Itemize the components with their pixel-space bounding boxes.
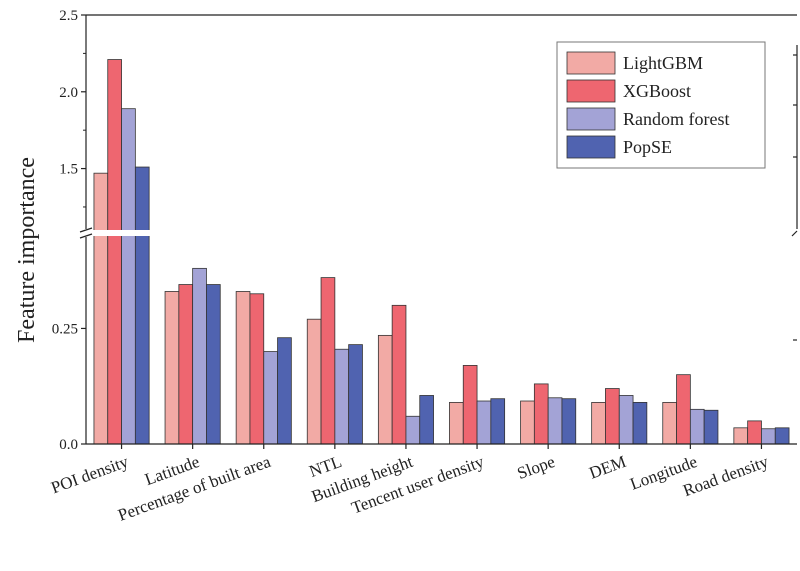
y-tick-label: 2.5 bbox=[59, 8, 78, 24]
bar-percentage-of-built-area-random-forest bbox=[263, 351, 278, 445]
bar-road-density-lightgbm bbox=[733, 427, 749, 445]
bar-dem-random-forest bbox=[618, 395, 634, 445]
bar-road-density-xgboost bbox=[747, 420, 762, 445]
y-tick-label: 2.0 bbox=[59, 85, 78, 101]
bar-poi-density-lightgbm bbox=[93, 172, 109, 445]
bar-slope-random-forest bbox=[547, 397, 563, 445]
bar-tencent-user-density-lightgbm bbox=[449, 401, 464, 445]
bar-longitude-random-forest bbox=[689, 408, 705, 445]
bar-longitude-popse bbox=[703, 409, 719, 445]
x-tick-label: Slope bbox=[515, 452, 558, 483]
bar-latitude-lightgbm bbox=[164, 291, 180, 445]
bar-tencent-user-density-popse bbox=[490, 398, 506, 445]
bar-building-height-lightgbm bbox=[377, 334, 393, 445]
legend-label: XGBoost bbox=[623, 81, 691, 101]
bar-road-density-popse bbox=[774, 427, 790, 445]
bar-latitude-random-forest bbox=[192, 267, 207, 445]
axis-break-mark bbox=[79, 233, 93, 239]
axis-break-gap bbox=[80, 230, 200, 236]
bar-ntl-random-forest bbox=[334, 348, 350, 445]
axis-break-mark bbox=[791, 230, 798, 237]
bar-percentage-of-built-area-lightgbm bbox=[235, 291, 251, 445]
bar-building-height-popse bbox=[419, 395, 434, 445]
bar-longitude-lightgbm bbox=[662, 401, 677, 445]
y-tick-label: 0.25 bbox=[52, 321, 78, 337]
y-axis-label: Feature importance bbox=[14, 157, 40, 343]
y-tick-label: 0.0 bbox=[59, 437, 78, 453]
bar-latitude-xgboost bbox=[178, 284, 194, 445]
bar-percentage-of-built-area-popse bbox=[277, 337, 292, 445]
bar-poi-density-random-forest bbox=[121, 108, 136, 445]
bar-road-density-random-forest bbox=[761, 428, 776, 445]
legend-swatch bbox=[566, 51, 616, 75]
legend-label: Random forest bbox=[623, 109, 729, 129]
bar-poi-density-xgboost bbox=[107, 59, 122, 445]
bar-slope-popse bbox=[561, 398, 577, 445]
bar-tencent-user-density-random-forest bbox=[476, 400, 492, 445]
x-tick-label: DEM bbox=[587, 452, 629, 483]
bar-ntl-lightgbm bbox=[306, 318, 322, 445]
bar-ntl-xgboost bbox=[320, 277, 336, 445]
bar-dem-popse bbox=[632, 401, 648, 445]
legend-label: LightGBM bbox=[623, 53, 703, 73]
bar-dem-xgboost bbox=[605, 388, 620, 445]
bars bbox=[80, 59, 790, 445]
x-tick-label: POI density bbox=[49, 452, 132, 498]
bar-slope-lightgbm bbox=[520, 400, 535, 445]
legend-swatch bbox=[566, 135, 616, 159]
bar-dem-lightgbm bbox=[591, 401, 606, 445]
legend: LightGBM XGBoost Random forest PopSE bbox=[556, 41, 766, 169]
bar-longitude-xgboost bbox=[676, 374, 691, 445]
bar-building-height-xgboost bbox=[391, 304, 407, 445]
legend-swatch bbox=[566, 79, 616, 103]
axis-break-mark bbox=[79, 227, 93, 233]
legend-swatch bbox=[566, 107, 616, 131]
y-tick-label: 1.5 bbox=[59, 162, 78, 178]
bar-poi-density-popse bbox=[134, 166, 150, 445]
bar-slope-xgboost bbox=[533, 383, 549, 445]
bar-building-height-random-forest bbox=[405, 415, 421, 445]
bar-ntl-popse bbox=[348, 344, 363, 445]
bar-tencent-user-density-xgboost bbox=[462, 365, 478, 445]
legend-label: PopSE bbox=[623, 137, 672, 157]
bar-latitude-popse bbox=[206, 284, 221, 445]
bar-percentage-of-built-area-xgboost bbox=[249, 293, 265, 445]
